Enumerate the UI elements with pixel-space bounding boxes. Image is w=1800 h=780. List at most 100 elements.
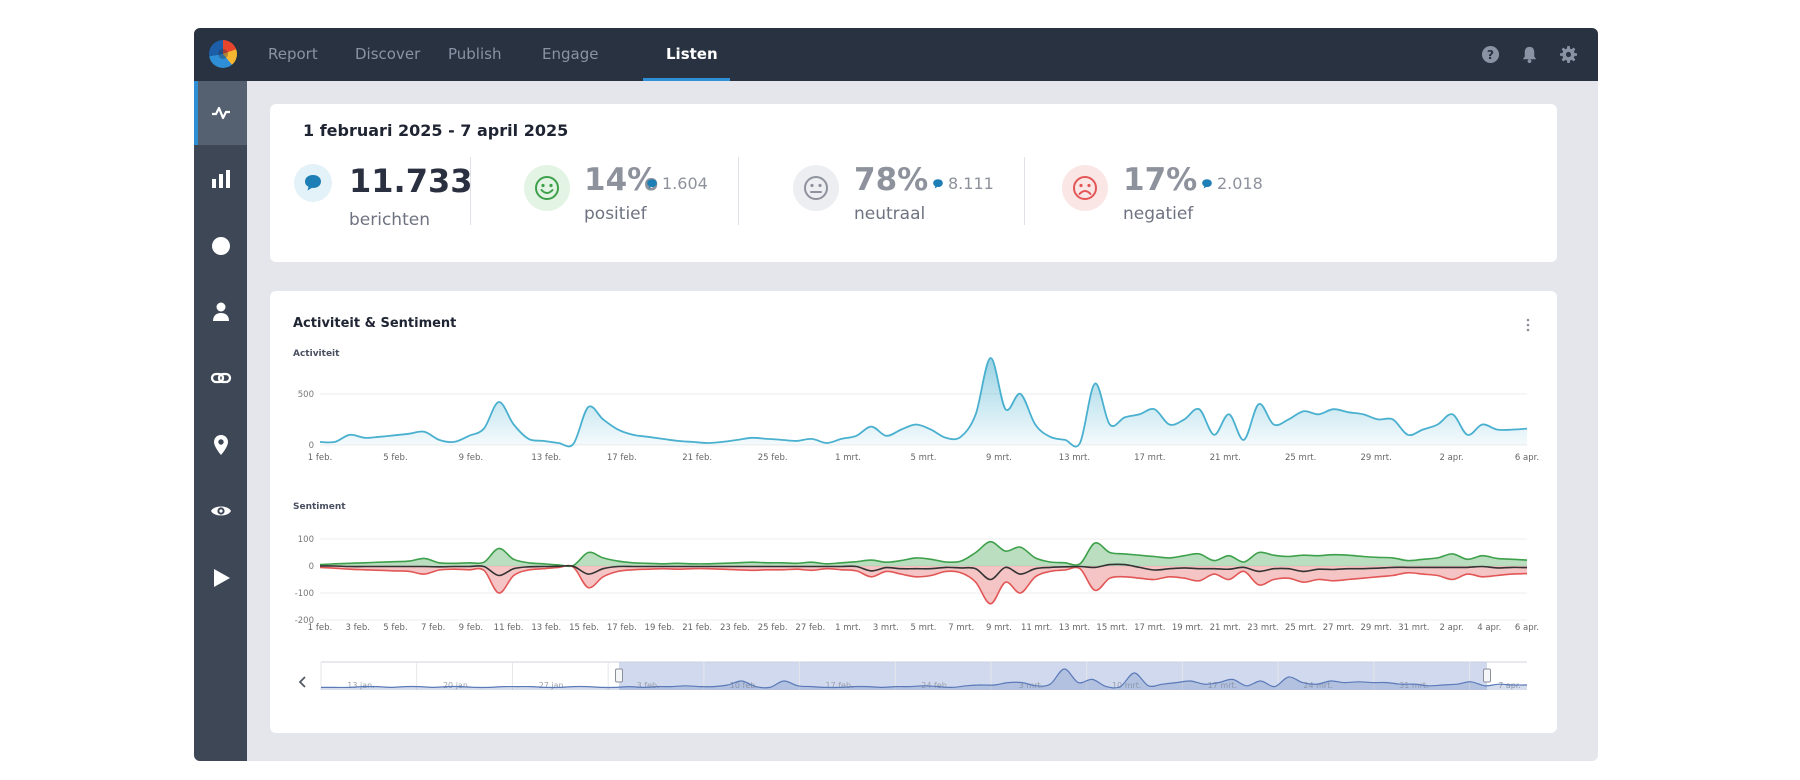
navigator-tick-label: 7 apr. xyxy=(1498,681,1521,690)
x-tick-label: 1 mrt. xyxy=(835,453,861,463)
y-tick-label: 100 xyxy=(298,535,314,545)
tab-report[interactable]: Report xyxy=(268,45,318,63)
neutral-label: neutraal xyxy=(854,204,926,224)
navigator-handle-left[interactable] xyxy=(615,668,623,683)
sidebar-item-person[interactable] xyxy=(194,280,247,344)
sidebar-item-location[interactable] xyxy=(194,413,247,477)
chart-title: Activiteit & Sentiment xyxy=(293,316,457,331)
navigator-tick-label: 17 mrt. xyxy=(1208,681,1237,690)
x-tick-label: 15 feb. xyxy=(569,623,599,633)
link-icon xyxy=(210,372,231,384)
x-tick-label: 9 mrt. xyxy=(986,453,1012,463)
sidebar-item-activity[interactable] xyxy=(194,81,247,145)
chat-bubble-icon xyxy=(647,178,657,188)
sentiment-chart-title: Sentiment xyxy=(293,502,346,512)
x-tick-label: 17 mrt. xyxy=(1134,453,1165,463)
navigator-handle-right[interactable] xyxy=(1483,668,1491,683)
navigator-tick-label: 13 jan. xyxy=(347,681,374,690)
smiley-happy-icon xyxy=(535,176,559,200)
x-tick-label: 4 apr. xyxy=(1477,623,1501,633)
negative-label: negatief xyxy=(1123,204,1194,224)
gear-icon[interactable] xyxy=(1559,45,1578,64)
activity-icon xyxy=(211,106,230,120)
active-tab-indicator xyxy=(643,78,730,81)
sidebar-item-circle[interactable] xyxy=(194,214,247,278)
net-sentiment-line xyxy=(319,563,1528,581)
x-tick-label: 5 feb. xyxy=(383,453,407,463)
x-tick-label: 9 feb. xyxy=(459,623,483,633)
x-tick-label: 6 apr. xyxy=(1515,453,1539,463)
sidebar-item-play[interactable] xyxy=(194,546,247,610)
x-tick-label: 21 mrt. xyxy=(1210,453,1241,463)
x-tick-label: 1 feb. xyxy=(308,623,332,633)
sidebar-item-charts[interactable] xyxy=(194,147,247,211)
positive-circle xyxy=(524,165,570,211)
tab-listen[interactable]: Listen xyxy=(666,45,718,63)
more-options-icon[interactable] xyxy=(1525,317,1531,333)
tab-discover[interactable]: Discover xyxy=(355,45,421,63)
y-tick-label: 0 xyxy=(309,562,314,572)
x-tick-label: 17 mrt. xyxy=(1134,623,1165,633)
navigator-area xyxy=(321,668,1527,690)
x-tick-label: 6 apr. xyxy=(1515,623,1539,633)
chevron-left-icon[interactable] xyxy=(297,675,309,689)
divider xyxy=(470,157,471,225)
x-tick-label: 21 feb. xyxy=(682,623,712,633)
navigator-tick-label: 24 feb. xyxy=(921,681,949,690)
x-tick-label: 5 mrt. xyxy=(911,453,937,463)
eye-icon xyxy=(210,506,231,516)
neutral-circle xyxy=(793,165,839,211)
smiley-neutral-icon xyxy=(804,176,828,200)
positive-count-value: 1.604 xyxy=(662,174,708,193)
brand-logo-icon[interactable] xyxy=(209,40,237,68)
top-nav-bar: Report Discover Publish Engage Listen ? xyxy=(194,28,1598,81)
bar-chart-icon xyxy=(211,170,230,188)
navigator-tick-label: 31 mrt. xyxy=(1399,681,1428,690)
summary-card: 1 februari 2025 - 7 april 2025 11.733 be… xyxy=(270,104,1557,262)
x-tick-label: 29 mrt. xyxy=(1360,453,1391,463)
negative-circle xyxy=(1062,165,1108,211)
x-tick-label: 13 feb. xyxy=(531,453,561,463)
navigator-chart[interactable]: 13 jan. 20 jan. 27 jan. 3 feb. 10 feb. 17 feb… xyxy=(270,661,1557,696)
x-tick-label: 17 feb. xyxy=(607,453,637,463)
date-range: 1 februari 2025 - 7 april 2025 xyxy=(303,121,569,140)
chart-card: Activiteit & Sentiment Activiteit 500 0 1 … xyxy=(270,291,1557,733)
navigator-selection[interactable] xyxy=(619,662,1487,690)
x-tick-label: 23 mrt. xyxy=(1247,623,1278,633)
x-tick-label: 25 feb. xyxy=(758,453,788,463)
neutral-percentage: 78% xyxy=(854,162,929,198)
help-icon[interactable]: ? xyxy=(1481,45,1500,64)
x-tick-label: 23 feb. xyxy=(720,623,750,633)
bell-icon[interactable] xyxy=(1520,45,1539,64)
navigator-tick-label: 27 jan. xyxy=(539,681,566,690)
x-tick-label: 15 mrt. xyxy=(1096,623,1127,633)
navigator-tick-label: 10 feb. xyxy=(730,681,758,690)
x-tick-label: 25 mrt. xyxy=(1285,623,1316,633)
activity-chart-title: Activiteit xyxy=(293,349,340,359)
negative-sentiment-area xyxy=(320,565,1527,604)
negative-count-value: 2.018 xyxy=(1217,174,1263,193)
activity-line xyxy=(319,357,1528,448)
y-tick-label: -100 xyxy=(295,589,314,599)
x-tick-label: 17 feb. xyxy=(607,623,637,633)
positive-count: 1.604 xyxy=(646,174,708,193)
sidebar-item-link[interactable] xyxy=(194,346,247,410)
x-tick-label: 1 mrt. xyxy=(835,623,861,633)
x-tick-label: 13 feb. xyxy=(531,623,561,633)
tab-engage[interactable]: Engage xyxy=(542,45,599,63)
location-pin-icon xyxy=(213,435,228,455)
y-tick-label: 500 xyxy=(298,390,314,400)
neutral-count: 8.111 xyxy=(932,174,994,193)
svg-text:?: ? xyxy=(1487,48,1494,62)
tab-publish[interactable]: Publish xyxy=(448,45,502,63)
negative-count: 2.018 xyxy=(1201,174,1263,193)
sidebar-item-eye[interactable] xyxy=(194,479,247,543)
x-tick-label: 7 mrt. xyxy=(948,623,974,633)
positive-label: positief xyxy=(584,204,647,224)
x-tick-label: 5 mrt. xyxy=(911,623,937,633)
negative-sentiment-line xyxy=(319,564,1528,605)
positive-sentiment-area xyxy=(320,541,1527,567)
y-tick-label: 0 xyxy=(309,441,314,451)
activity-chart[interactable]: 500 0 1 feb. 5 feb. 9 feb. 13 feb. 17 feb. 21 f… xyxy=(270,356,1557,466)
